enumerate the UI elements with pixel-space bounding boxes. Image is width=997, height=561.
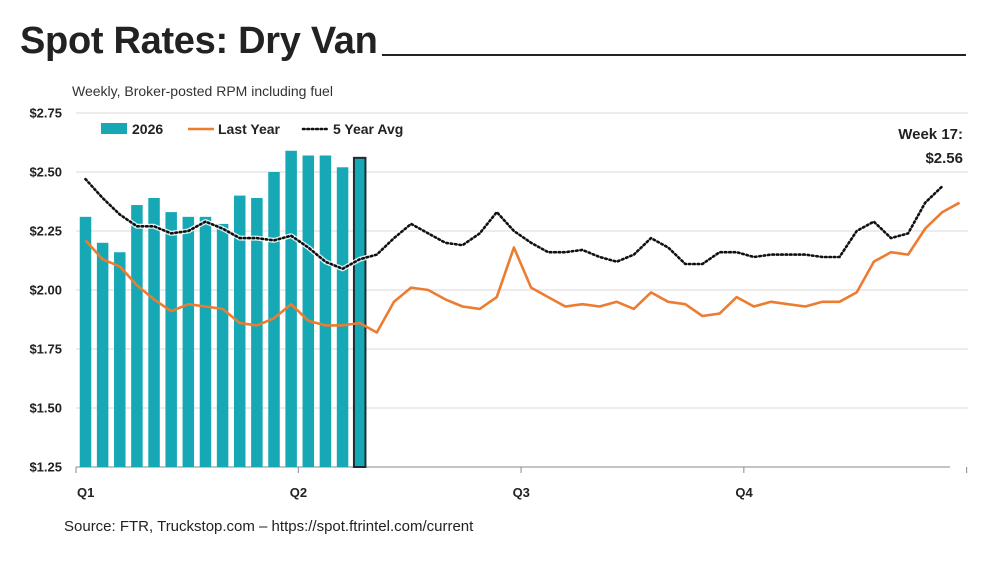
bar (165, 212, 177, 467)
bar (336, 167, 349, 467)
bar (319, 155, 332, 468)
bar-current-week (352, 156, 367, 468)
bar (285, 150, 297, 467)
legend-swatch-2026 (101, 123, 127, 134)
bar (182, 216, 195, 467)
y-tick-label: $1.50 (29, 401, 62, 416)
x-tick-label: Q3 (513, 485, 530, 500)
five-year-avg-line (84, 177, 944, 271)
bar (233, 195, 246, 467)
legend-label-last-year: Last Year (218, 121, 281, 137)
annotation-value-label: $2.56 (925, 150, 963, 167)
bar (302, 155, 315, 468)
y-tick-label: $2.75 (29, 106, 62, 121)
bar (96, 242, 109, 467)
source-note: Source: FTR, Truckstop.com – https://spo… (64, 518, 474, 535)
annotation-week-label: Week 17: (898, 126, 963, 143)
chart-subtitle: Weekly, Broker-posted RPM including fuel (72, 83, 333, 99)
title-underline (382, 54, 966, 56)
bar (79, 216, 92, 467)
y-tick-label: $2.25 (29, 224, 62, 239)
bar (216, 223, 229, 467)
y-tick-label: $1.25 (29, 460, 62, 475)
bar (114, 252, 126, 467)
bar (251, 197, 263, 467)
last-year-line (84, 201, 961, 334)
y-tick-label: $2.50 (29, 165, 62, 180)
bar (148, 197, 160, 467)
x-tick-label: Q1 (77, 485, 94, 500)
legend-label-2026: 2026 (132, 121, 163, 137)
x-tick-label: Q2 (290, 485, 307, 500)
bar (199, 216, 212, 467)
bar (131, 205, 143, 468)
y-tick-label: $1.75 (29, 342, 62, 357)
x-tick-label: Q4 (735, 485, 753, 500)
legend-label-five-year: 5 Year Avg (333, 121, 403, 137)
y-tick-label: $2.00 (29, 283, 62, 298)
chart-title: Spot Rates: Dry Van (20, 20, 378, 62)
